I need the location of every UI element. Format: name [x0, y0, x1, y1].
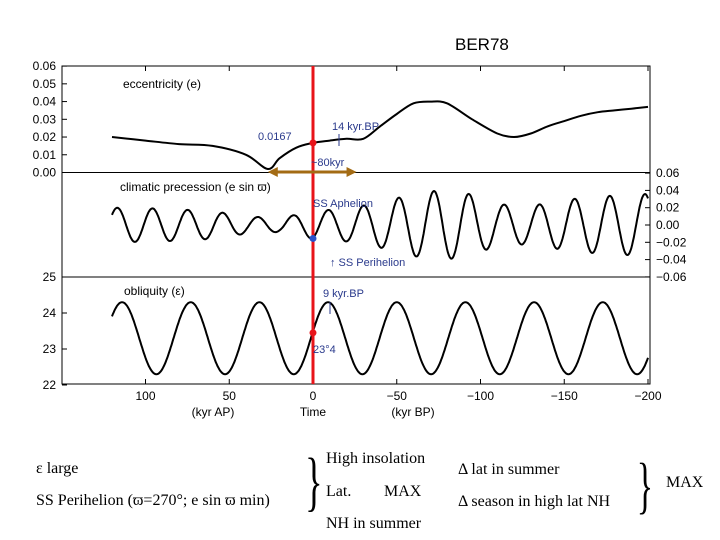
- eccentricity-axis: 0.00 0.01 0.02 0.03 0.04 0.05 0.06: [33, 59, 67, 180]
- precession-series-line: [111, 190, 649, 260]
- x-axis-label: Time: [300, 405, 327, 419]
- range-arrow: [267, 167, 357, 177]
- eccentricity-series-line: [111, 100, 649, 170]
- prec-tick-label: −0.02: [656, 235, 687, 249]
- obl-tick-label: 24: [43, 306, 57, 320]
- obl-tick-label: 25: [43, 270, 57, 284]
- prec-tick-label: 0.00: [656, 218, 680, 232]
- bottom-mid-line2b: MAX: [384, 483, 422, 500]
- plot-border: [61, 65, 651, 385]
- obl-tick-label: 23: [43, 342, 57, 356]
- precession-axis: 0.06 0.04 0.02 0.00 −0.02 −0.04 −0.06: [645, 166, 687, 284]
- prec-tick-label: −0.06: [656, 270, 687, 284]
- bottom-mid-line3: NH in summer: [326, 515, 422, 532]
- plot-frame: [61, 65, 651, 385]
- range-arrow-head-left: [267, 167, 278, 177]
- range-arrow-head-right: [346, 167, 357, 177]
- annotation-9kyr: 9 kyr.BP: [323, 288, 364, 300]
- ecc-tick-label: 0.04: [33, 95, 57, 109]
- bottom-right-line2: Δ season in high lat NH: [458, 493, 611, 510]
- panel-label-obliquity: obliquity (ε): [124, 284, 185, 298]
- bottom-mid-line2a: Lat.: [326, 483, 352, 500]
- x-tick-label: 100: [135, 389, 155, 403]
- panel-label-precession: climatic precession (e sin ϖ): [120, 180, 271, 194]
- x-axis: 100 50 0 −50 −100 −150 −200 Time (kyr AP) (kyr BP…: [135, 66, 662, 419]
- annotation-14kyr: 14 kyr.BP: [332, 121, 379, 133]
- annotation-23-4: 23°4: [313, 344, 336, 356]
- bottom-left-line2: SS Perihelion (ϖ=270°; e sin ϖ min): [36, 492, 270, 509]
- x-tick-label: 50: [223, 389, 237, 403]
- annotation-0167: 0.0167: [258, 131, 292, 143]
- x-tick-label: −100: [467, 389, 494, 403]
- x-tick-label: −50: [387, 389, 408, 403]
- left-brace: }: [305, 445, 323, 518]
- aphelion-marker: [309, 234, 317, 242]
- x-tick-label: −200: [634, 389, 661, 403]
- bottom-right-line1: Δ lat in summer: [458, 461, 560, 478]
- x-axis-sublabel-right: (kyr BP): [391, 405, 434, 419]
- chart-title: BER78: [455, 35, 509, 54]
- x-axis-sublabel-left: (kyr AP): [192, 405, 235, 419]
- prec-tick-label: 0.06: [656, 166, 680, 180]
- x-tick-label: 0: [310, 389, 317, 403]
- prec-tick-label: 0.02: [656, 201, 680, 215]
- ecc-tick-label: 0.06: [33, 59, 57, 73]
- prec-tick-label: 0.04: [656, 183, 680, 197]
- prec-tick-label: −0.04: [656, 253, 687, 267]
- panel-separators: [62, 172, 650, 278]
- panel-label-eccentricity: eccentricity (e): [123, 77, 201, 91]
- obliquity-series-line: [111, 301, 649, 376]
- present-marker-eccentricity: [309, 139, 317, 147]
- annotation-80kyr: ~80kyr: [311, 157, 345, 169]
- ecc-tick-label: 0.00: [33, 166, 57, 180]
- obliquity-axis: 22 23 24 25: [43, 270, 67, 392]
- right-brace: }: [636, 452, 654, 520]
- ecc-tick-label: 0.05: [33, 77, 57, 91]
- ecc-tick-label: 0.02: [33, 130, 57, 144]
- bottom-mid-line1: High insolation: [326, 450, 426, 467]
- annotation-ss-aphelion: SS Aphelion: [313, 198, 373, 210]
- obl-tick-label: 22: [43, 378, 57, 392]
- ecc-tick-label: 0.01: [33, 148, 57, 162]
- present-marker-obliquity: [309, 329, 317, 337]
- bottom-far-right: MAX: [666, 474, 704, 491]
- ecc-tick-label: 0.03: [33, 112, 57, 126]
- annotation-ss-perihelion: ↑ SS Perihelion: [330, 257, 405, 269]
- x-tick-label: −150: [551, 389, 578, 403]
- bottom-left-line1: ε large: [36, 460, 79, 477]
